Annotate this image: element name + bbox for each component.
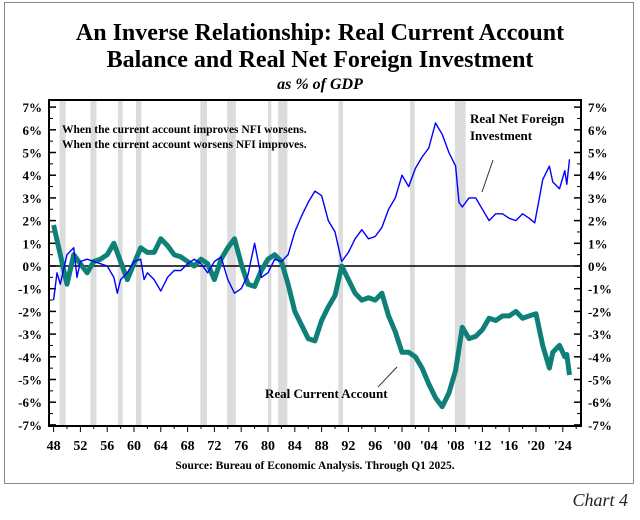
y-tick-label-right: -5% bbox=[588, 373, 612, 388]
y-tick-label-left: -1% bbox=[18, 282, 42, 297]
recession-bar bbox=[454, 101, 466, 425]
y-tick-label-right: 7% bbox=[588, 100, 608, 115]
recession-bar bbox=[268, 101, 272, 425]
chart-frame bbox=[4, 2, 634, 484]
y-tick-label-right: -1% bbox=[588, 282, 612, 297]
x-tick-label: 84 bbox=[288, 439, 302, 454]
y-tick-label-left: -5% bbox=[18, 373, 42, 388]
y-tick-label-left: 6% bbox=[23, 123, 43, 138]
y-tick-label-left: 4% bbox=[23, 168, 43, 183]
x-tick-label: 72 bbox=[207, 439, 221, 454]
y-tick-label-left: 2% bbox=[23, 214, 43, 229]
x-tick-label: 60 bbox=[127, 439, 141, 454]
y-tick-label-right: 5% bbox=[588, 146, 608, 161]
x-tick-label: '04 bbox=[420, 439, 438, 454]
y-tick-label-right: 1% bbox=[588, 236, 608, 251]
y-tick-label-left: 1% bbox=[23, 236, 43, 251]
x-tick-label: '20 bbox=[527, 439, 545, 454]
x-tick-label: 56 bbox=[100, 439, 114, 454]
recession-bar bbox=[410, 101, 415, 425]
x-tick-label: 96 bbox=[368, 439, 382, 454]
series-line-real-net-foreign-investment bbox=[52, 122, 571, 301]
y-tick-label-right: 0% bbox=[588, 259, 608, 274]
ca-label: Real Current Account bbox=[265, 386, 388, 401]
source-note: Source: Bureau of Economic Analysis. Thr… bbox=[175, 460, 454, 472]
y-tick-label-right: -6% bbox=[588, 395, 612, 410]
recession-bar bbox=[227, 101, 236, 425]
y-tick-label-right: 4% bbox=[588, 168, 608, 183]
annotation-line-2: When the current account worsens NFI imp… bbox=[62, 139, 307, 151]
x-tick-label: '12 bbox=[473, 439, 491, 454]
x-tick-label: 64 bbox=[154, 439, 168, 454]
x-tick-label: '24 bbox=[554, 439, 572, 454]
ca-label-arrow bbox=[377, 366, 398, 388]
nfi-label-arrow bbox=[481, 159, 494, 193]
y-tick-label-right: -3% bbox=[588, 327, 612, 342]
nfi-label-line-2: Investment bbox=[470, 128, 533, 143]
y-tick-label-left: 5% bbox=[23, 146, 43, 161]
x-tick-label: 52 bbox=[73, 439, 87, 454]
y-tick-label-right: -2% bbox=[588, 304, 612, 319]
y-tick-label-left: -4% bbox=[18, 350, 42, 365]
annotation-line-1: When the current account improves NFI wo… bbox=[62, 124, 307, 136]
y-tick-label-left: -2% bbox=[18, 304, 42, 319]
x-tick-label: 92 bbox=[341, 439, 355, 454]
y-tick-label-left: 0% bbox=[23, 259, 43, 274]
x-tick-label: '08 bbox=[447, 439, 465, 454]
chart-title-line-1: An Inverse Relationship: Real Current Ac… bbox=[75, 20, 565, 46]
chart-subtitle: as % of GDP bbox=[277, 76, 363, 93]
x-tick-label: 48 bbox=[47, 439, 61, 454]
plot-area bbox=[48, 99, 582, 427]
x-tick-label: '00 bbox=[393, 439, 411, 454]
x-tick-label: '16 bbox=[500, 439, 518, 454]
y-tick-label-left: 3% bbox=[23, 191, 43, 206]
y-tick-label-left: 7% bbox=[23, 100, 43, 115]
y-tick-label-right: 6% bbox=[588, 123, 608, 138]
nfi-label-line-1: Real Net Foreign bbox=[470, 111, 565, 126]
x-tick-label: 80 bbox=[261, 439, 275, 454]
x-tick-label: 68 bbox=[181, 439, 195, 454]
chart-number: Chart 4 bbox=[572, 490, 628, 510]
y-tick-label-right: 2% bbox=[588, 214, 608, 229]
y-tick-label-right: 3% bbox=[588, 191, 608, 206]
recession-bar bbox=[338, 101, 344, 425]
chart-title-line-2: Balance and Real Net Foreign Investment bbox=[106, 47, 534, 73]
y-tick-label-left: -3% bbox=[18, 327, 42, 342]
x-tick-label: 88 bbox=[315, 439, 329, 454]
y-tick-label-right: -7% bbox=[588, 418, 612, 433]
y-tick-label-left: -6% bbox=[18, 395, 42, 410]
y-tick-label-left: -7% bbox=[18, 418, 42, 433]
y-tick-label-right: -4% bbox=[588, 350, 612, 365]
x-tick-label: 76 bbox=[234, 439, 248, 454]
recession-bar bbox=[136, 101, 142, 425]
series-line-real-current-account bbox=[51, 224, 572, 410]
